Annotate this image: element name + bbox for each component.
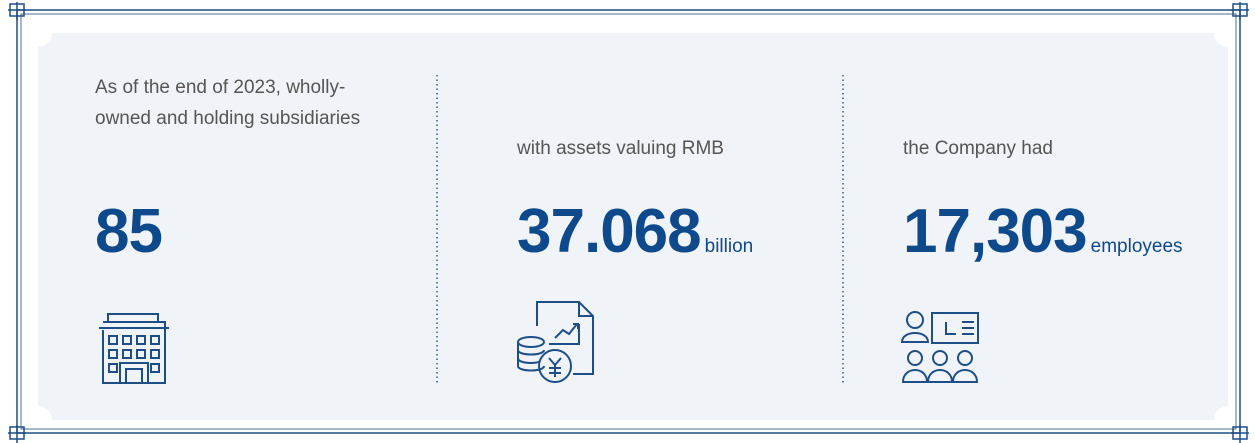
- building-icon: [99, 313, 169, 384]
- stat-unit: employees: [1090, 236, 1183, 257]
- stat-number: 37.068: [517, 197, 702, 266]
- stat-unit: billion: [704, 236, 754, 257]
- stat-label: with assets valuing RMB: [517, 138, 724, 159]
- stat-number: 17,303: [903, 197, 1088, 266]
- stat-value: 17,303 employees: [903, 196, 1183, 267]
- stat-value: 85: [95, 196, 163, 267]
- stat-number: 85: [95, 197, 163, 266]
- stat-label: the Company had: [903, 138, 1053, 159]
- employees-icon: [900, 311, 979, 383]
- stat-value: 37.068 billion: [517, 196, 753, 267]
- stat-label: As of the end of 2023, wholly-owned and …: [95, 77, 361, 129]
- assets-icon: [517, 301, 594, 383]
